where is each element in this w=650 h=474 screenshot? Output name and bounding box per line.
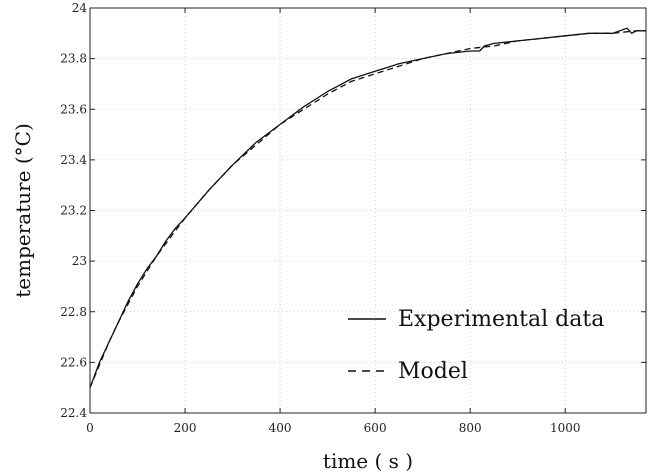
y-tick-label: 23.8	[60, 52, 87, 66]
y-tick-label: 22.8	[60, 305, 87, 319]
grid	[89, 7, 646, 414]
x-axis-label: time ( s )	[323, 449, 413, 473]
y-tick-label: 22.6	[60, 355, 87, 369]
series-layer	[89, 27, 646, 388]
x-tick-label: 800	[459, 421, 482, 435]
legend-label-model: Model	[398, 359, 468, 384]
legend-label-experimental-data: Experimental data	[398, 307, 604, 332]
x-tick-label: 400	[269, 421, 292, 435]
x-tick-label: 0	[86, 421, 94, 435]
experimental-data-line	[89, 27, 646, 388]
ticks: 0 200 400 600 800 1000 22.4 22.6 22.8 23 23.2 23.4 2…	[60, 1, 646, 435]
x-tick-label: 1000	[550, 421, 581, 435]
x-tick-label: 600	[364, 421, 387, 435]
legend: Experimental data Model	[348, 307, 604, 384]
y-tick-label: 23.2	[60, 204, 87, 218]
y-tick-label: 24	[72, 1, 88, 15]
y-tick-label: 23	[72, 254, 87, 268]
x-tick-label: 200	[174, 421, 197, 435]
y-tick-label: 23.6	[60, 102, 87, 116]
y-axis-label: temperature (°C)	[11, 123, 35, 298]
y-tick-label: 22.4	[60, 406, 87, 420]
y-tick-label: 23.4	[60, 153, 87, 167]
model-line	[89, 30, 646, 388]
